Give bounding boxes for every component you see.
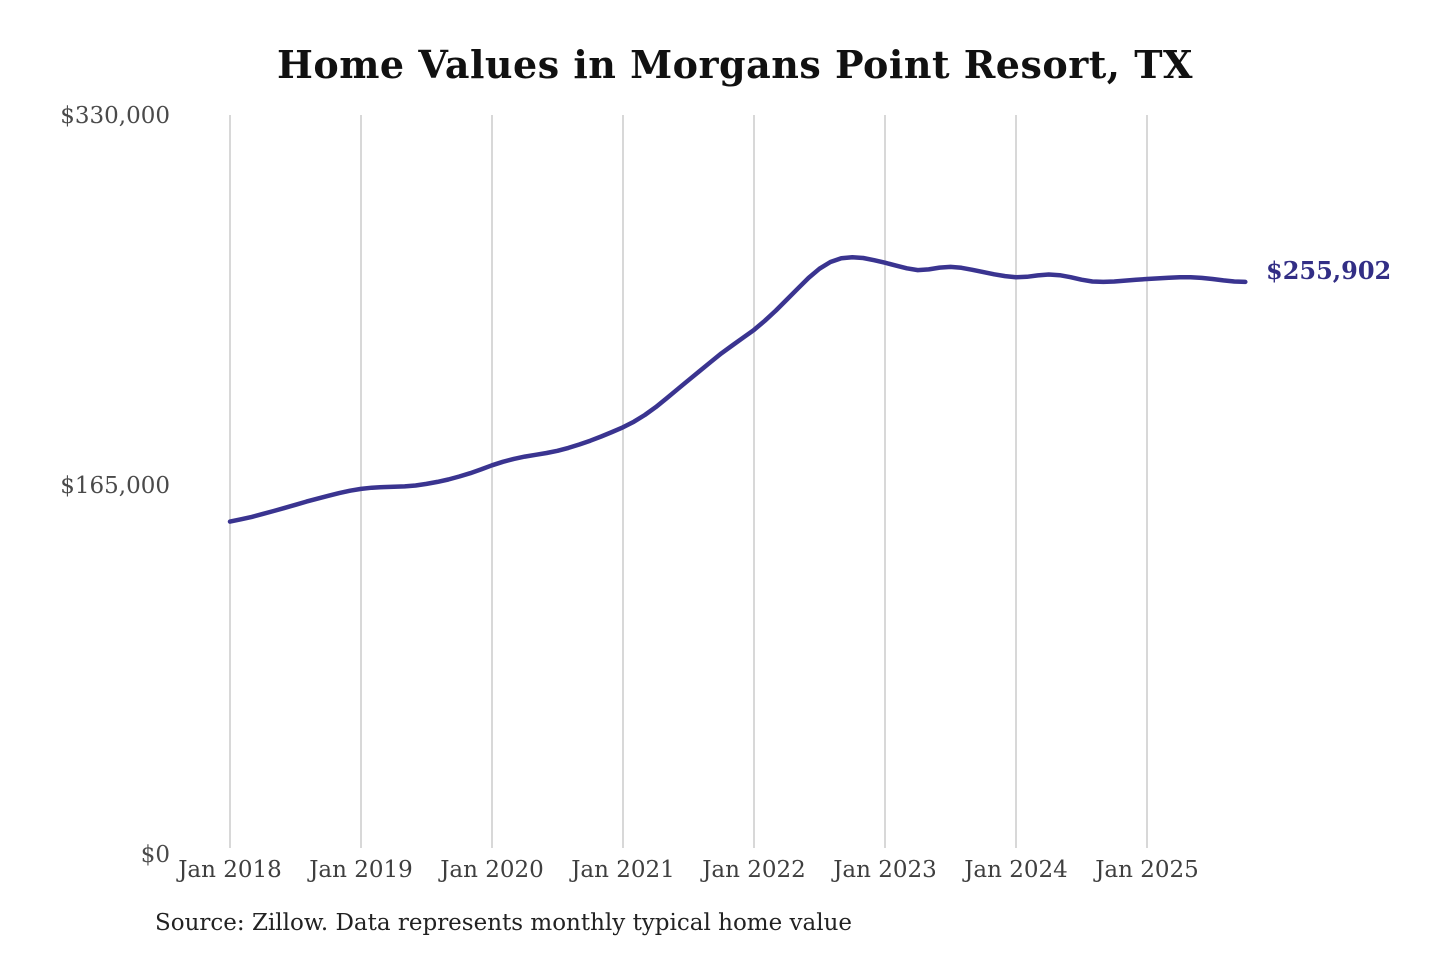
y-axis-label-0: $0 bbox=[140, 842, 170, 868]
y-axis-label-330000: $330,000 bbox=[60, 103, 170, 129]
gridlines-group bbox=[229, 115, 1148, 848]
chart-title: Home Values in Morgans Point Resort, TX bbox=[276, 42, 1194, 87]
y-axis-label-165000: $165,000 bbox=[60, 473, 170, 499]
source-note: Source: Zillow. Data represents monthly … bbox=[155, 910, 853, 936]
current-value-label: $255,902 bbox=[1266, 256, 1392, 285]
home-value-line bbox=[227, 255, 1248, 524]
